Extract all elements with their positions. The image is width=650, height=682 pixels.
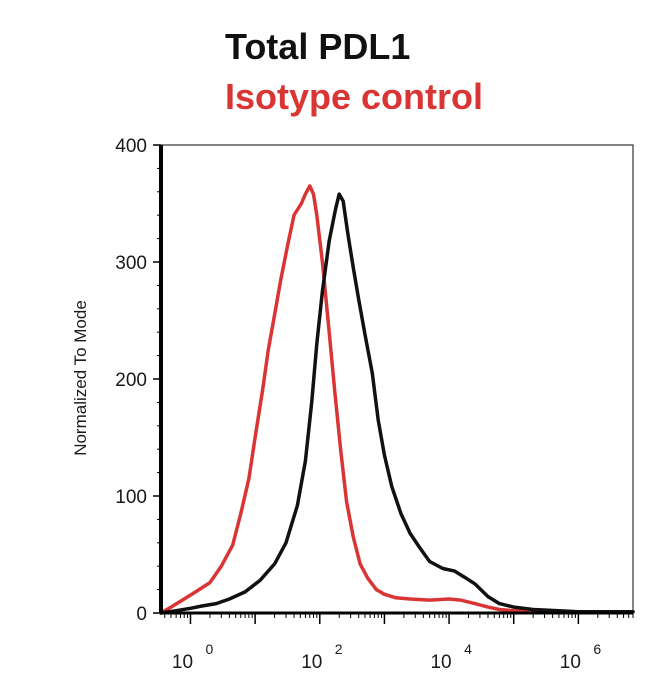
- series-line-isotype-control: [159, 184, 635, 615]
- y-tick-label: 0: [136, 604, 147, 625]
- y-tick-label: 300: [115, 253, 147, 274]
- x-tick-label-exponent: 6: [593, 641, 601, 657]
- x-tick-label-exponent: 4: [464, 641, 472, 657]
- legend-label-isotype-control: Isotype control: [225, 76, 484, 117]
- y-axis-title: Normalized To Mode: [71, 300, 90, 456]
- legend-label-total-pdl1: Total PDL1: [225, 26, 411, 67]
- y-tick-label: 100: [115, 487, 147, 508]
- legend: Total PDL1 Isotype control: [225, 22, 483, 122]
- plot-frame: [160, 144, 634, 614]
- x-tick-label-exponent: 2: [335, 641, 343, 657]
- x-tick-label-base: 10: [430, 652, 451, 673]
- series-layer: [159, 184, 635, 615]
- x-tick-label-base: 10: [172, 652, 193, 673]
- y-tick-label: 200: [115, 370, 147, 391]
- y-tick-label: 400: [115, 136, 147, 157]
- x-tick-label-base: 10: [560, 652, 581, 673]
- x-tick-label-exponent: 0: [205, 641, 213, 657]
- series-line-total-pdl1: [159, 192, 635, 615]
- x-tick-label-base: 10: [301, 652, 322, 673]
